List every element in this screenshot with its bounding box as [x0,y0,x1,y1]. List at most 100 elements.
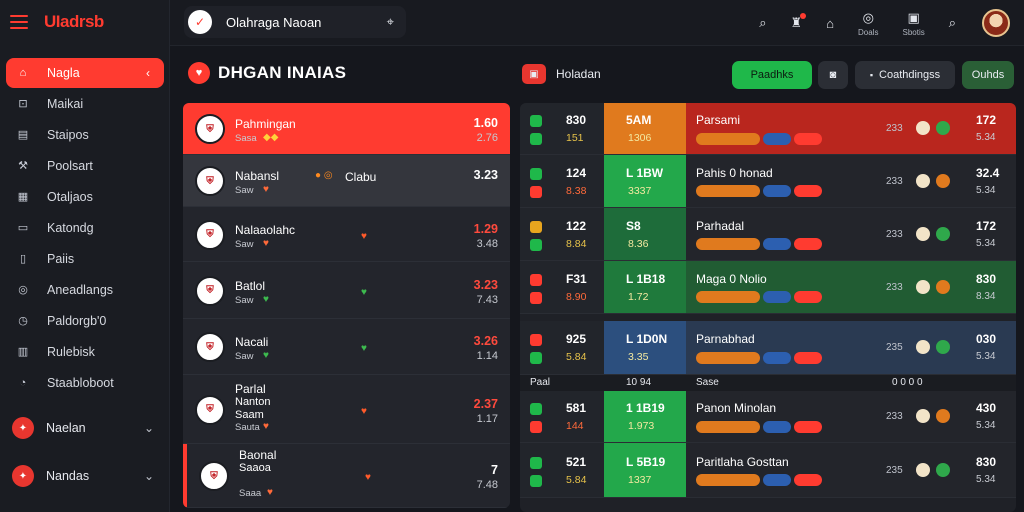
odd-primary[interactable]: 7 [491,463,498,477]
match-row[interactable]: ⛨ Nabansl Saw ♥ ● ◎ Clabu 3.23 [183,155,510,207]
cell-b[interactable]: L 1BW 3337 [604,155,686,207]
filter-icon-button[interactable]: ◙ [818,61,848,89]
odd-secondary[interactable]: 3.48 [476,237,498,250]
chevron-down-icon[interactable]: ⌄ [143,469,154,483]
odds-row[interactable]: F31 8.90 L 1B18 1.72 Maga 0 Nolio 233 830 8.34 [520,261,1016,314]
heart-icon[interactable]: ♥ [361,405,367,417]
bell-icon: ◔ [19,376,27,389]
sidebar-item-3[interactable]: ⚒ Poolsart [0,150,170,181]
sidebar-group-0[interactable]: ✦ Naelan ⌄ [0,404,170,452]
sidebar-item-7[interactable]: ◎ Aneadlangs [0,274,170,305]
team-name: Pahmingan [235,117,296,131]
cell-c[interactable]: Paritlaha Gosttan 235 830 5.34 [686,443,1016,497]
avatar[interactable] [982,9,1010,37]
cell-b[interactable]: S8 8.36 [604,208,686,260]
team-name: Nalaaolahc [235,222,296,237]
cell-b-sub: 1.72 [628,290,649,303]
odds-row[interactable]: 581 144 1 1B19 1.973 Panon Minolan 233 430 5.34 [520,391,1016,443]
sidebar-item-4[interactable]: ▦ Otaljaos [0,181,170,212]
sidebar-item-5[interactable]: ▭ Katondg [0,212,170,243]
status-square-icon [530,421,542,433]
cell-b[interactable]: 5AM 1306 [604,103,686,154]
sidebar-item-0[interactable]: ⌂ Nagla ‹ [6,58,164,88]
cell-b[interactable]: 1 1B19 1.973 [604,391,686,442]
heart-icon[interactable]: ♥ [361,343,367,354]
cell-c[interactable]: Pahis 0 honad 233 32.4 5.34 [686,155,1016,207]
odd-primary[interactable]: 3.23 [473,277,498,292]
match-list-panel: ⛨ Pahmingan Sasa ◆◆ 1.60 2.76 ⛨ Nabansl Saw ♥ ● ◎ C… [183,103,510,508]
sidebar-item-8[interactable]: ◷ Paldorgb'0 [0,305,170,336]
odd-secondary[interactable]: 7.43 [476,293,498,306]
share-icon[interactable]: ⌂ [826,16,834,31]
hamburger-menu-icon[interactable] [10,15,28,29]
pill-paadhks[interactable]: Paadhks [732,61,812,89]
sidebar-item-9[interactable]: ▥ Rulebisk [0,336,170,367]
file-icon: ▯ [19,253,27,265]
sidebar-item-2[interactable]: ▤ Staipos [0,119,170,150]
cell-a[interactable]: 521 5.84 [520,443,604,497]
pin-icon[interactable]: ⌖ [386,14,394,29]
odd-primary[interactable]: 1.29 [473,221,498,236]
pill-coathdingss[interactable]: ▪ Coathdingss [855,61,955,89]
match-row[interactable]: ⛨ Pahmingan Sasa ◆◆ 1.60 2.76 [183,103,510,155]
search-box[interactable]: ✓ Olahraga Naoan ⌖ [184,6,406,38]
sidebar-item-6[interactable]: ▯ Paiis [0,243,170,274]
calendar-icon[interactable]: ▣ Sbotis [902,10,924,37]
odd-secondary[interactable]: 1.14 [476,350,498,362]
odds-row[interactable]: 124 8.38 L 1BW 3337 Pahis 0 honad 233 32.4 5.34 [520,155,1016,208]
trophy-icon[interactable]: ♜ [791,13,807,31]
cell-c[interactable]: Maga 0 Nolio 233 830 8.34 [686,261,1016,313]
sidebar-group-1[interactable]: ✦ Nandas ⌄ [0,452,170,500]
odd-secondary[interactable]: 1.17 [476,412,498,425]
heart-icon[interactable]: ♥ [361,286,367,298]
odds-row[interactable]: 925 5.84 L 1D0N 3.35 Parnabhad 235 030 5.34 [520,321,1016,375]
cell-c[interactable]: Parsami 233 172 5.34 [686,103,1016,154]
toolbar-caption: Doals [858,27,879,37]
cell-a[interactable]: 581 144 [520,391,604,442]
sidebar-item-1[interactable]: ⊡ Maikai [0,88,170,119]
cell-b[interactable]: L 1B18 1.72 [604,261,686,313]
pill-ouhds[interactable]: Ouhds [962,61,1014,89]
odd-primary[interactable]: 1.60 [473,116,498,130]
status-square-icon [530,291,542,304]
cell-b[interactable]: L 1D0N 3.35 [604,321,686,374]
cell-a[interactable]: 122 8.84 [520,208,604,260]
match-row[interactable]: ⛨ Baonal Saaoa Saaa ♥ ♥ 7 7.48 [183,444,510,508]
match-row[interactable]: ⛨ Batlol Saw ♥ ♥ 3.23 7.43 [183,262,510,319]
odds-row[interactable]: 521 5.84 L 5B19 1337 Paritlaha Gosttan 235 830… [520,443,1016,498]
cell-a[interactable]: F31 8.90 [520,261,604,313]
cell-a[interactable]: 830 151 [520,103,604,154]
heart-icon[interactable]: ♥ [365,472,371,483]
cell-b[interactable]: L 5B19 1337 [604,443,686,497]
chevron-left-icon: ‹ [146,66,150,80]
odds-row[interactable]: 830 151 5AM 1306 Parsami 233 172 5.34 [520,103,1016,155]
status-square-icon [530,456,542,469]
cell-c[interactable]: Parhadal 233 172 5.34 [686,208,1016,260]
status-square-icon [530,273,542,286]
stats-icon[interactable]: ◎ Doals [858,10,878,37]
odd-primary[interactable]: 2.37 [473,396,498,411]
odds-row[interactable]: 122 8.84 S8 8.36 Parhadal 233 172 5.34 [520,208,1016,261]
odd-secondary[interactable]: 2.76 [476,132,498,144]
match-row[interactable]: ⛨ Nalaaolahc Saw ♥ ♥ 1.29 3.48 [183,207,510,262]
cell-c[interactable]: Panon Minolan 233 430 5.34 [686,391,1016,442]
form-icon: ♥ [263,184,269,195]
odd-secondary[interactable]: 7.48 [476,479,498,491]
match-row[interactable]: ⛨ Parlal Nanton Saam Sauta ♥ ♥ 2.37 1.17 [183,375,510,444]
search-icon[interactable]: ⌕ [759,15,766,31]
sidebar-item-10[interactable]: ◔ Staabloboot [0,367,170,398]
chevron-down-icon[interactable]: ⌄ [143,421,154,435]
odd-primary[interactable]: 3.23 [473,168,498,182]
cell-c[interactable]: Parnabhad 235 030 5.34 [686,321,1016,374]
live-icon: ▣ [522,64,546,84]
search-icon-2[interactable]: ⌕ [949,15,956,31]
match-row[interactable]: ⛨ Nacali Saw ♥ ♥ 3.26 1.14 [183,319,510,375]
cell-a[interactable]: 925 5.84 [520,321,604,374]
brand-logo[interactable]: UIadrsb [44,12,104,31]
cell-a[interactable]: 124 8.38 [520,155,604,207]
tag-chip [794,185,822,197]
status-square-icon [530,352,542,364]
odd-primary[interactable]: 3.26 [473,334,498,348]
sidebar-item-label: Poolsart [47,158,93,173]
heart-icon[interactable]: ♥ [361,230,367,242]
